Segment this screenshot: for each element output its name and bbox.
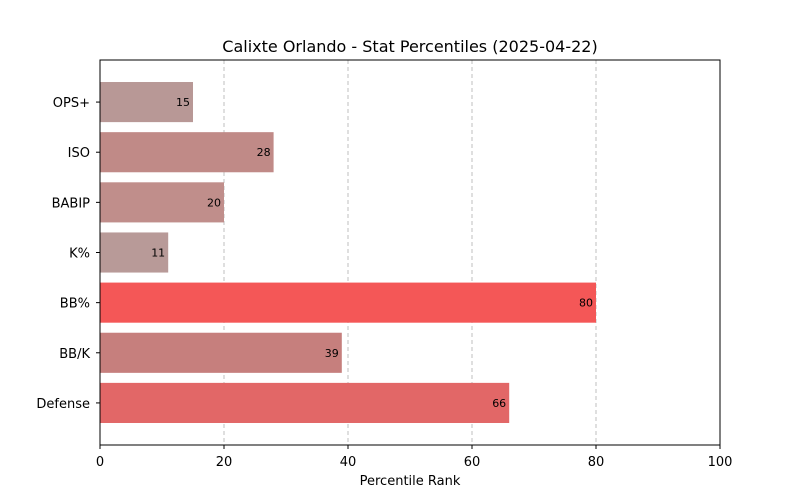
y-tick-label: Defense <box>36 397 90 412</box>
bar-ops <box>100 82 193 123</box>
x-tick-label: 40 <box>340 455 357 470</box>
y-axis-ticks: OPS+ ISO BABIP K% BB% BB/K Defense <box>36 96 100 412</box>
x-tick-label: 60 <box>464 455 481 470</box>
bar-value-label: 39 <box>325 347 339 360</box>
y-tick-label: BB% <box>60 297 90 312</box>
grid-lines <box>223 60 597 445</box>
y-tick-label: K% <box>69 247 90 262</box>
x-axis-label: Percentile Rank <box>360 474 461 489</box>
x-tick-label: 80 <box>588 455 605 470</box>
bar-iso <box>100 132 274 173</box>
x-tick-label: 20 <box>216 455 233 470</box>
bar-bb <box>100 282 596 323</box>
y-tick-label: OPS+ <box>53 96 90 111</box>
bar-value-label: 28 <box>257 146 271 159</box>
y-tick-label: ISO <box>68 146 90 161</box>
bar-value-label: 11 <box>151 247 165 260</box>
chart-title: Calixte Orlando - Stat Percentiles (2025… <box>222 37 597 56</box>
y-tick-label: BABIP <box>52 196 91 211</box>
bar-value-label: 66 <box>492 397 506 410</box>
bars <box>100 82 596 423</box>
bar-babip <box>100 182 224 223</box>
bar-value-label: 15 <box>176 96 190 109</box>
data-labels: 15 28 20 11 80 39 66 <box>151 96 593 410</box>
x-axis-ticks: 0 20 40 60 80 100 <box>96 445 733 470</box>
bar-value-label: 20 <box>207 196 221 209</box>
bar-defense <box>100 382 510 423</box>
bar-value-label: 80 <box>579 297 593 310</box>
x-tick-label: 0 <box>96 455 104 470</box>
y-tick-label: BB/K <box>59 347 90 362</box>
bar-bb-k <box>100 332 342 373</box>
bar-k <box>100 232 169 273</box>
x-tick-label: 100 <box>708 455 733 470</box>
